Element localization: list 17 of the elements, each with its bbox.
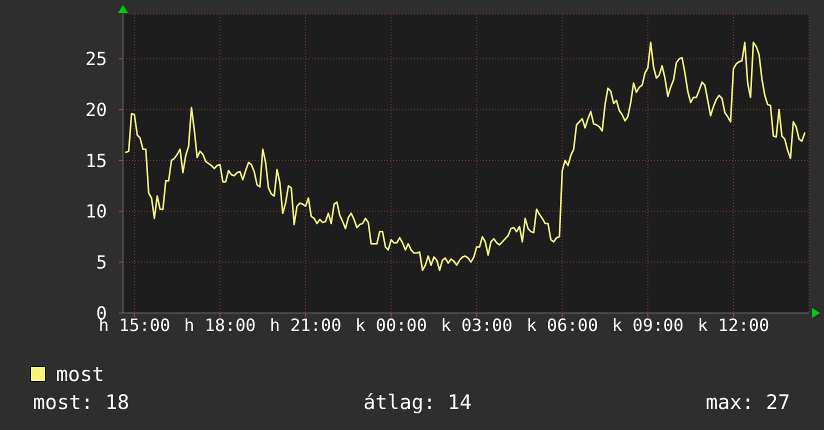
x-tick-label: h 21:00: [270, 316, 342, 336]
legend-label: most: [56, 362, 104, 386]
y-tick-label: 15: [85, 150, 107, 172]
x-tick-label: h 18:00: [184, 316, 256, 336]
line-series: [125, 42, 806, 272]
x-tick-label: k 03:00: [440, 316, 513, 336]
text: most: 18: [33, 390, 130, 414]
x-tick-label: k 00:00: [355, 316, 427, 336]
y-tick-label: 5: [96, 252, 107, 274]
text: max: 27: [706, 390, 790, 414]
x-tick-label: k 09:00: [612, 316, 684, 336]
x-tick-label: k 06:00: [526, 316, 598, 336]
x-tick-label: k 12:00: [698, 316, 770, 336]
y-tick-label: 25: [85, 49, 107, 70]
y-tick-label: 10: [85, 202, 107, 223]
text: átlag: 14: [363, 390, 472, 414]
y-tick-label: 20: [85, 100, 107, 121]
